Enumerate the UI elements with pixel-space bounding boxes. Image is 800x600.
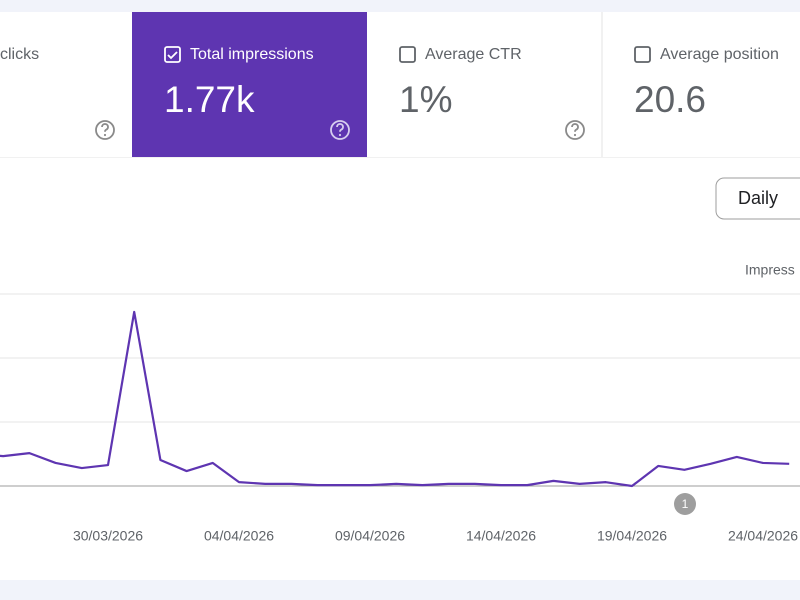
metric-card[interactable] <box>602 12 800 157</box>
x-tick-label: 09/04/2026 <box>335 528 405 544</box>
series-line <box>0 310 790 488</box>
x-tick-label: 04/04/2026 <box>204 528 274 544</box>
metric-value: 1% <box>399 79 452 120</box>
metric-label: Average position <box>660 46 779 63</box>
help-dot <box>573 133 577 137</box>
checkbox[interactable] <box>164 46 181 63</box>
metric-label: Total impressions <box>190 46 314 63</box>
help-icon[interactable] <box>95 120 115 140</box>
metric-value: 20.6 <box>634 79 706 120</box>
checkbox[interactable] <box>399 46 416 63</box>
metric-value: 1.77k <box>164 79 255 120</box>
x-tick-label: 14/04/2026 <box>466 528 536 544</box>
x-tick-label: 30/03/2026 <box>73 528 143 544</box>
plot: 2630/03/202604/04/202609/04/202614/04/20… <box>0 293 800 544</box>
annotation-label[interactable]: 1 <box>682 497 689 511</box>
help-dot <box>338 133 342 137</box>
metric-cards: clicks Total impressions 1.77k Average CTR 1… <box>0 12 800 157</box>
checkbox[interactable] <box>634 46 651 63</box>
help-dot <box>103 133 107 137</box>
metric-card[interactable] <box>367 12 602 157</box>
metric-label: clicks <box>0 46 39 63</box>
help-icon[interactable] <box>330 120 350 140</box>
metric-card[interactable] <box>0 12 132 157</box>
y-axis-label: Impress <box>745 262 795 278</box>
help-glyph <box>571 123 579 132</box>
period-button[interactable] <box>715 177 800 220</box>
metric-card[interactable] <box>132 12 367 157</box>
help-glyph <box>101 123 109 132</box>
checkmark <box>167 51 178 60</box>
x-tick-label: 24/04/2026 <box>728 528 798 544</box>
help-glyph <box>336 123 344 132</box>
period-label[interactable]: Daily <box>738 188 778 208</box>
x-tick-label: 19/04/2026 <box>597 528 667 544</box>
metric-label: Average CTR <box>425 46 522 63</box>
annotation-marker[interactable] <box>674 493 696 515</box>
help-icon[interactable] <box>565 120 585 140</box>
